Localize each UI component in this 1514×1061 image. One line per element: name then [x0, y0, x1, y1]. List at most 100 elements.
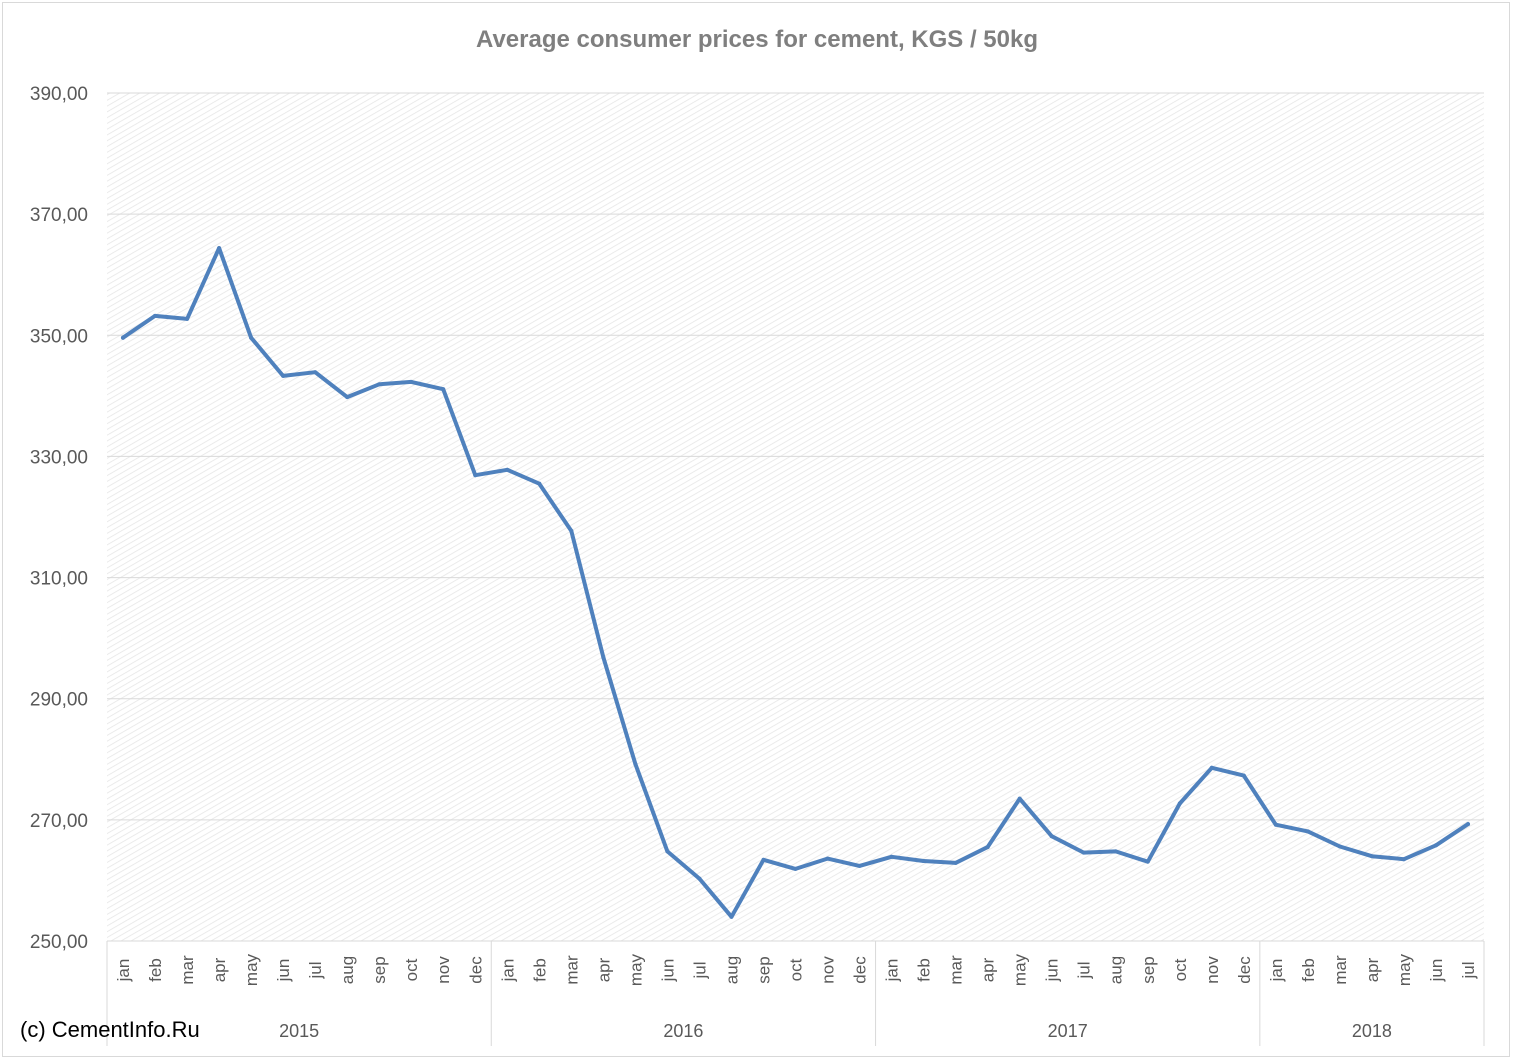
data-point [1177, 801, 1182, 806]
data-point [1401, 857, 1406, 862]
data-point [473, 473, 478, 478]
x-tick-label: jun [274, 959, 293, 983]
x-tick-label: oct [1171, 958, 1190, 981]
x-tick-label: jul [1459, 961, 1478, 979]
copyright-text: (c) CementInfo.Ru [20, 1017, 200, 1042]
x-tick-label: mar [947, 955, 966, 985]
data-point [1113, 849, 1118, 854]
data-point [633, 762, 638, 767]
year-label: 2018 [1352, 1021, 1392, 1041]
x-tick-label: may [242, 953, 261, 986]
data-point [857, 863, 862, 868]
year-label: 2015 [279, 1021, 319, 1041]
x-tick-label: dec [466, 956, 485, 984]
data-point [1433, 843, 1438, 848]
data-point [1017, 796, 1022, 801]
x-tick-label: aug [1107, 956, 1126, 984]
data-point [1049, 834, 1054, 839]
x-tick-label: jul [690, 961, 709, 979]
x-tick-label: sep [1139, 956, 1158, 983]
y-tick-label: 370,00 [30, 205, 88, 226]
data-point [409, 379, 414, 384]
data-point [281, 373, 286, 378]
y-tick-label: 350,00 [30, 326, 88, 347]
x-tick-label: dec [851, 956, 870, 984]
data-point [1369, 854, 1374, 859]
x-tick-label: mar [562, 955, 581, 985]
data-point [1305, 829, 1310, 834]
x-tick-label: apr [210, 957, 229, 982]
data-point [793, 866, 798, 871]
data-point [537, 481, 542, 486]
x-tick-label: mar [1331, 955, 1350, 985]
data-point [249, 335, 254, 340]
x-tick-label: mar [178, 955, 197, 985]
data-point [761, 857, 766, 862]
x-tick-label: feb [915, 958, 934, 982]
y-tick-label: 290,00 [30, 690, 88, 711]
y-tick-label: 310,00 [30, 569, 88, 590]
x-tick-label: feb [146, 958, 165, 982]
x-tick-label: jun [1043, 959, 1062, 983]
x-tick-label: nov [434, 956, 453, 984]
data-point [1273, 822, 1278, 827]
x-tick-label: may [1395, 953, 1414, 986]
data-point [185, 316, 190, 321]
chart-title: Average consumer prices for cement, KGS … [476, 26, 1038, 53]
data-point [377, 382, 382, 387]
data-point [153, 313, 158, 318]
x-tick-label: jun [1427, 959, 1446, 983]
x-tick-label: dec [1235, 956, 1254, 984]
data-point [665, 849, 670, 854]
data-point [985, 845, 990, 850]
data-point [569, 528, 574, 533]
data-point [921, 859, 926, 864]
data-point [601, 655, 606, 660]
data-point [1209, 765, 1214, 770]
x-tick-label: jan [114, 959, 133, 983]
x-tick-label: apr [1363, 957, 1382, 982]
data-point [345, 395, 350, 400]
x-tick-label: oct [787, 958, 806, 981]
data-point [1465, 822, 1470, 827]
data-point [697, 876, 702, 881]
data-point [953, 860, 958, 865]
x-tick-label: apr [594, 957, 613, 982]
data-point [1081, 850, 1086, 855]
y-tick-label: 250,00 [30, 932, 88, 953]
x-tick-label: feb [1299, 958, 1318, 982]
data-point [1241, 773, 1246, 778]
x-tick-label: jan [1267, 959, 1286, 983]
x-tick-label: may [626, 953, 645, 986]
x-tick-label: jul [1075, 961, 1094, 979]
data-point [1145, 859, 1150, 864]
y-tick-label: 390,00 [30, 84, 88, 105]
x-tick-label: nov [1203, 956, 1222, 984]
x-tick-label: apr [979, 957, 998, 982]
x-tick-label: jun [658, 959, 677, 983]
data-point [313, 370, 318, 375]
data-point [441, 387, 446, 392]
year-label: 2016 [663, 1021, 703, 1041]
data-point [217, 246, 222, 251]
plot-area [107, 93, 1484, 941]
data-point [889, 854, 894, 859]
data-point [729, 914, 734, 919]
x-tick-label: aug [722, 956, 741, 984]
x-tick-label: feb [530, 958, 549, 982]
data-point [1337, 844, 1342, 849]
x-tick-label: sep [370, 956, 389, 983]
x-tick-label: sep [754, 956, 773, 983]
data-point [121, 335, 126, 340]
data-point [825, 856, 830, 861]
data-point [505, 467, 510, 472]
y-tick-label: 270,00 [30, 811, 88, 832]
x-tick-label: aug [338, 956, 357, 984]
x-tick-label: nov [819, 956, 838, 984]
x-tick-label: may [1011, 953, 1030, 986]
y-tick-label: 330,00 [30, 447, 88, 468]
x-tick-label: oct [402, 958, 421, 981]
year-label: 2017 [1048, 1021, 1088, 1041]
x-tick-label: jan [498, 959, 517, 983]
